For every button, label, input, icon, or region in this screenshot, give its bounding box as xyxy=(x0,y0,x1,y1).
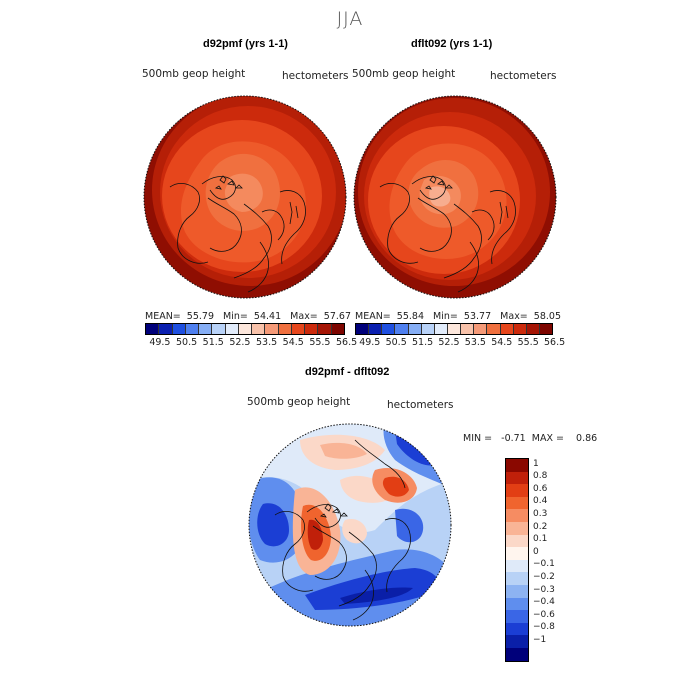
panel1-stats: MEAN= 55.79 Min= 54.41 Max= 57.67 xyxy=(145,311,352,322)
colorbar-swatch xyxy=(539,324,553,334)
colorbar-swatch xyxy=(408,324,422,334)
colorbar-tick-label: 51.5 xyxy=(202,337,224,348)
colorbar-swatch xyxy=(506,547,528,560)
colorbar-tick-label: 54.5 xyxy=(491,337,513,348)
colorbar-swatch xyxy=(356,324,370,334)
colorbar-swatch xyxy=(146,324,160,334)
colorbar-tick-label: −1 xyxy=(533,635,547,645)
colorbar-swatch xyxy=(461,324,475,334)
panel1-colorbar xyxy=(145,323,345,335)
colorbar-swatch xyxy=(369,324,383,334)
colorbar-tick-label: 56.5 xyxy=(336,337,358,348)
figure-title: JJA xyxy=(336,8,364,30)
colorbar-swatch xyxy=(506,572,528,585)
colorbar-tick-label: −0.8 xyxy=(533,622,555,633)
panel3-title: d92pmf - dflt092 xyxy=(305,366,390,378)
colorbar-swatch xyxy=(506,521,528,535)
colorbar-swatch xyxy=(506,471,528,485)
colorbar-tick-label: −0.3 xyxy=(533,584,555,595)
colorbar-tick-label: 49.5 xyxy=(359,337,381,348)
colorbar-tick-label: 54.5 xyxy=(282,337,304,348)
panel3-colorbar xyxy=(505,458,529,662)
colorbar-tick-label: 0.1 xyxy=(533,534,548,545)
colorbar-tick-label: 49.5 xyxy=(149,337,171,348)
colorbar-tick-label: 0 xyxy=(533,546,539,557)
colorbar-swatch xyxy=(382,324,396,334)
colorbar-tick-label: −0.4 xyxy=(533,597,555,608)
colorbar-tick-label: 0.6 xyxy=(533,483,548,494)
colorbar-tick-label: 0.2 xyxy=(533,521,548,532)
colorbar-swatch xyxy=(434,324,448,334)
panel2-colorbar xyxy=(355,323,553,335)
colorbar-swatch xyxy=(500,324,514,334)
colorbar-swatch xyxy=(331,324,344,334)
colorbar-tick-label: 55.5 xyxy=(309,337,331,348)
panel3-var-label: 500mb geop height xyxy=(247,396,351,408)
colorbar-swatch xyxy=(474,324,488,334)
colorbar-swatch xyxy=(238,324,253,334)
panel2-units: hectometers xyxy=(490,70,557,82)
colorbar-tick-label: 53.5 xyxy=(256,337,278,348)
colorbar-swatch xyxy=(513,324,527,334)
colorbar-tick-label: 53.5 xyxy=(464,337,486,348)
colorbar-swatch xyxy=(506,534,528,548)
colorbar-swatch xyxy=(159,324,173,334)
colorbar-swatch xyxy=(212,324,226,334)
panel3-units: hectometers xyxy=(387,399,454,411)
colorbar-swatch xyxy=(252,324,266,334)
colorbar-swatch xyxy=(278,324,292,334)
colorbar-tick-label: 50.5 xyxy=(176,337,198,348)
colorbar-swatch xyxy=(395,324,409,334)
colorbar-tick-label: 55.5 xyxy=(517,337,539,348)
colorbar-swatch xyxy=(506,647,528,661)
colorbar-tick-label: −0.2 xyxy=(533,572,555,582)
colorbar-tick-label: 52.5 xyxy=(229,337,251,348)
colorbar-swatch xyxy=(506,484,528,497)
colorbar-tick-label: 50.5 xyxy=(385,337,407,348)
colorbar-swatch xyxy=(506,610,528,623)
panel3-stats: MIN = -0.71 MAX = 0.86 xyxy=(463,433,598,444)
colorbar-tick-label: −0.6 xyxy=(533,609,555,620)
colorbar-tick-label: −0.1 xyxy=(533,559,555,570)
colorbar-tick-label: 52.5 xyxy=(438,337,460,348)
colorbar-swatch xyxy=(305,324,319,334)
colorbar-swatch xyxy=(506,635,528,648)
colorbar-swatch xyxy=(506,459,528,472)
panel2-map xyxy=(353,95,557,299)
colorbar-swatch xyxy=(487,324,501,334)
colorbar-tick-label: 0.3 xyxy=(533,509,548,519)
colorbar-swatch xyxy=(172,324,186,334)
colorbar-swatch xyxy=(506,622,528,636)
colorbar-swatch xyxy=(447,324,462,334)
colorbar-swatch xyxy=(185,324,200,334)
panel2-var-label: 500mb geop height xyxy=(352,68,456,80)
panel1-map xyxy=(143,95,347,299)
colorbar-swatch xyxy=(265,324,279,334)
colorbar-swatch xyxy=(421,324,435,334)
colorbar-tick-label: 51.5 xyxy=(412,337,434,348)
colorbar-tick-label: 56.5 xyxy=(544,337,566,348)
colorbar-swatch xyxy=(506,584,528,598)
panel3-map xyxy=(248,423,452,627)
colorbar-swatch xyxy=(506,509,528,522)
panel2-stats: MEAN= 55.84 Min= 53.77 Max= 58.05 xyxy=(355,311,562,322)
colorbar-swatch xyxy=(506,496,528,510)
colorbar-tick-label: 0.4 xyxy=(533,496,548,507)
colorbar-swatch xyxy=(506,597,528,611)
colorbar-swatch xyxy=(225,324,239,334)
panel1-title: d92pmf (yrs 1-1) xyxy=(203,38,288,50)
panel1-var-label: 500mb geop height xyxy=(142,68,246,80)
colorbar-tick-label: 0.8 xyxy=(533,471,548,482)
colorbar-swatch xyxy=(506,559,528,573)
panel2-title: dflt092 (yrs 1-1) xyxy=(411,38,493,50)
colorbar-swatch xyxy=(199,324,213,334)
colorbar-tick-label: 1 xyxy=(533,458,539,469)
colorbar-swatch xyxy=(526,324,540,334)
colorbar-swatch xyxy=(291,324,306,334)
colorbar-swatch xyxy=(318,324,332,334)
panel1-units: hectometers xyxy=(282,70,349,82)
